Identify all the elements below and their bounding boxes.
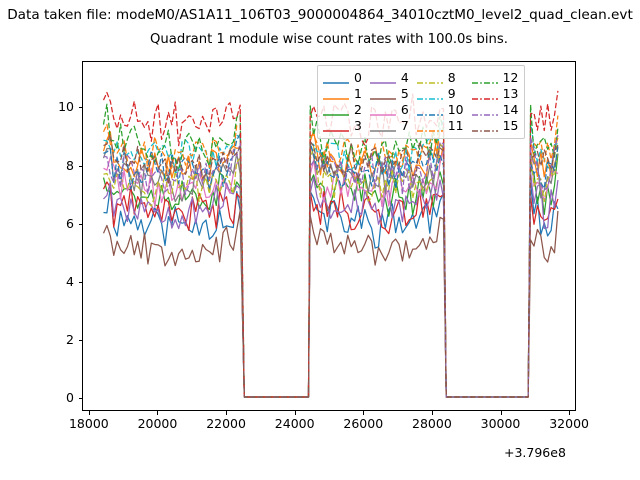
legend-label: 0: [354, 70, 362, 85]
legend-line-swatch: [416, 105, 443, 116]
legend-entry-15: 15: [471, 118, 519, 134]
legend-entry-3: 3: [323, 118, 362, 134]
series-line-6: [103, 146, 559, 398]
series-line-15: [103, 134, 559, 398]
x-tick-label: 32000: [549, 416, 589, 431]
legend-line-swatch: [369, 89, 396, 100]
series-line-12: [102, 103, 559, 398]
legend-label: 4: [400, 70, 409, 85]
legend-line-swatch: [323, 73, 349, 84]
legend-grid: 0 4 8 12 1 5 9 13 2 6 10 14 3 7 11 15: [323, 70, 518, 134]
series-line-0: [103, 182, 559, 398]
x-tick-label: 18000: [68, 416, 109, 431]
y-tick-label: 4: [66, 273, 74, 289]
y-tick-mark: [78, 397, 82, 399]
legend-line-swatch: [323, 121, 349, 132]
legend-label: 1: [354, 86, 362, 101]
legend-line-swatch: [471, 105, 498, 116]
legend-entry-2: 2: [323, 102, 362, 118]
legend-line-swatch: [369, 73, 396, 84]
legend-entry-10: 10: [416, 102, 464, 118]
x-tick-mark: [88, 411, 90, 415]
legend-line-swatch: [416, 121, 443, 132]
legend-entry-12: 12: [471, 70, 519, 86]
legend-label: 7: [400, 118, 409, 133]
series-line-3: [102, 181, 559, 398]
legend-label: 12: [502, 70, 519, 85]
legend-line-swatch: [416, 89, 443, 100]
series-line-14: [103, 135, 559, 398]
legend-label: 13: [502, 86, 519, 101]
y-tick-label: 8: [66, 157, 74, 173]
legend-line-swatch: [323, 105, 349, 116]
axes-title: Quadrant 1 module wise count rates with …: [150, 32, 508, 47]
series-canvas: [102, 90, 559, 398]
series-line-8: [103, 143, 559, 398]
x-tick-mark: [157, 411, 159, 415]
x-tick-label: 20000: [137, 416, 178, 431]
legend-label: 9: [447, 86, 456, 101]
legend-entry-9: 9: [416, 86, 464, 102]
legend: 0 4 8 12 1 5 9 13 2 6 10 14 3 7 11 15: [317, 65, 526, 139]
series-line-7: [102, 142, 559, 398]
legend-line-swatch: [369, 105, 396, 116]
x-axis-offset-label: +3.796e8: [504, 445, 566, 460]
legend-entry-8: 8: [416, 70, 464, 86]
y-tick-label: 6: [66, 215, 74, 231]
legend-entry-0: 0: [323, 70, 362, 86]
figure-suptitle: Data taken file: modeM0/AS1A11_106T03_90…: [0, 6, 640, 24]
series-line-1: [102, 130, 559, 398]
x-tick-label: 24000: [274, 416, 315, 431]
legend-entry-13: 13: [471, 86, 519, 102]
x-tick-mark: [226, 411, 228, 415]
legend-label: 11: [447, 118, 464, 133]
x-tick-mark: [294, 411, 296, 415]
y-tick-mark: [78, 165, 82, 167]
y-tick-label: 2: [66, 331, 74, 347]
y-tick-mark: [78, 339, 82, 341]
x-tick-mark: [500, 411, 502, 415]
series-line-5: [102, 209, 559, 398]
y-tick-mark: [78, 107, 82, 109]
legend-label: 10: [447, 102, 464, 117]
x-tick-label: 22000: [206, 416, 246, 431]
legend-label: 8: [447, 70, 456, 85]
legend-label: 3: [354, 118, 362, 133]
legend-line-swatch: [369, 121, 396, 132]
legend-entry-5: 5: [369, 86, 409, 102]
x-tick-mark: [363, 411, 365, 415]
x-tick-label: 26000: [343, 416, 384, 431]
legend-entry-6: 6: [369, 102, 409, 118]
legend-entry-7: 7: [369, 118, 409, 134]
y-tick-mark: [78, 223, 82, 225]
legend-entry-1: 1: [323, 86, 362, 102]
x-tick-label: 28000: [412, 416, 452, 431]
legend-line-swatch: [323, 89, 349, 100]
legend-entry-11: 11: [416, 118, 464, 134]
legend-entry-4: 4: [369, 70, 409, 86]
legend-line-swatch: [416, 73, 443, 84]
suptitle-text: Data taken file: modeM0/AS1A11_106T03_90…: [7, 7, 633, 23]
y-tick-label: 0: [66, 389, 74, 405]
x-tick-mark: [431, 411, 433, 415]
legend-label: 5: [400, 86, 409, 101]
y-tick-mark: [78, 281, 82, 283]
legend-label: 2: [354, 102, 362, 117]
legend-entry-14: 14: [471, 102, 519, 118]
legend-line-swatch: [471, 89, 498, 100]
y-tick-label: 10: [58, 99, 74, 115]
x-tick-mark: [569, 411, 571, 415]
legend-label: 15: [502, 118, 519, 133]
legend-line-swatch: [471, 121, 498, 132]
legend-label: 14: [502, 102, 519, 117]
legend-line-swatch: [471, 73, 498, 84]
legend-label: 6: [400, 102, 409, 117]
x-tick-label: 30000: [480, 416, 521, 431]
